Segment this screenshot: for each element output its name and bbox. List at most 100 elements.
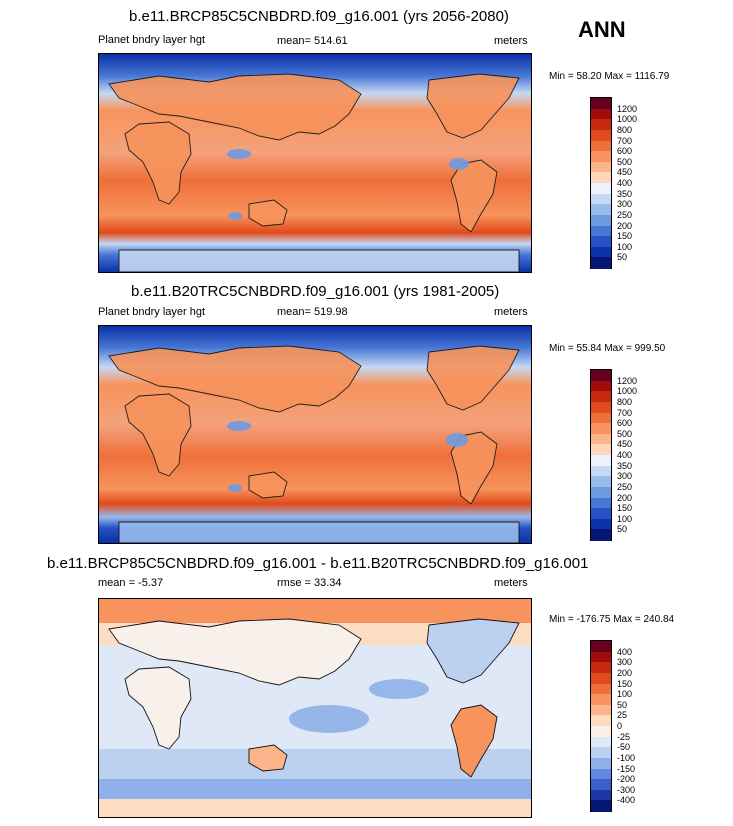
colorbar-box bbox=[591, 779, 611, 791]
panel2-mean-label: mean= 519.98 bbox=[277, 306, 348, 318]
colorbar-label: 350 bbox=[617, 188, 633, 199]
colorbar-box bbox=[591, 486, 611, 498]
colorbar-label: 50 bbox=[617, 524, 628, 535]
colorbar-box bbox=[591, 757, 611, 769]
colorbar-label: 1000 bbox=[617, 386, 638, 397]
colorbar-box bbox=[591, 455, 611, 467]
panel2-variable-label: Planet bndry layer hgt bbox=[98, 306, 206, 318]
colorbar-label: 700 bbox=[617, 407, 633, 418]
colorbar-label: -150 bbox=[617, 763, 636, 774]
colorbar-label: 600 bbox=[617, 146, 633, 157]
colorbar-box bbox=[591, 214, 611, 226]
panel3-colorbar: 400 300 200 150 100 50 25 0 -25 -50 -100 -150 -200 -3… bbox=[590, 640, 635, 812]
colorbar-box bbox=[591, 412, 611, 424]
panel2-map-field bbox=[99, 326, 531, 543]
colorbar-box bbox=[591, 391, 611, 403]
colorbar-box bbox=[591, 225, 611, 237]
colorbar-label: 200 bbox=[617, 492, 633, 503]
colorbar-label: -200 bbox=[617, 774, 636, 785]
colorbar-box bbox=[591, 423, 611, 435]
colorbar-box bbox=[591, 257, 611, 269]
colorbar-label: 1000 bbox=[617, 114, 638, 125]
colorbar-label: 200 bbox=[617, 220, 633, 231]
colorbar-box bbox=[591, 662, 611, 674]
colorbar-label: 800 bbox=[617, 396, 633, 407]
colorbar-box bbox=[591, 672, 611, 684]
colorbar-label: 150 bbox=[617, 678, 633, 689]
colorbar-box bbox=[591, 768, 611, 780]
panel2-map bbox=[98, 325, 532, 544]
season-label: ANN bbox=[578, 17, 626, 42]
colorbar-label: 250 bbox=[617, 209, 633, 220]
colorbar-label: 200 bbox=[617, 667, 633, 678]
colorbar-label: 1200 bbox=[617, 103, 638, 114]
colorbar-box bbox=[591, 747, 611, 759]
colorbar-label: -400 bbox=[617, 795, 636, 806]
colorbar-box bbox=[591, 529, 611, 541]
colorbar-label: 400 bbox=[617, 178, 633, 188]
colorbar-box bbox=[591, 108, 611, 120]
colorbar-label: 50 bbox=[617, 252, 628, 263]
panel1-title: b.e11.BRCP85C5CNBDRD.f09_g16.001 (yrs 20… bbox=[129, 8, 509, 25]
panel1-colorbar: 1200 1000 800 700 600 500 450 400 350 300 250 200 15… bbox=[590, 97, 637, 269]
panel3-map bbox=[98, 598, 532, 818]
colorbar-label: 0 bbox=[617, 721, 623, 731]
colorbar-label: 100 bbox=[617, 241, 633, 252]
panel2-colorbar: 1200 1000 800 700 600 500 450 400 350 300 250 200 15… bbox=[590, 369, 637, 541]
panel1-units-label: meters bbox=[494, 35, 528, 47]
colorbar-label: -100 bbox=[617, 752, 636, 763]
colorbar-label: 400 bbox=[617, 450, 633, 460]
colorbar-box bbox=[591, 715, 611, 727]
colorbar-label: 100 bbox=[617, 689, 633, 700]
colorbar-label: 150 bbox=[617, 231, 633, 242]
colorbar-label: 250 bbox=[617, 481, 633, 492]
colorbar-label: 1200 bbox=[617, 375, 638, 386]
colorbar-box bbox=[591, 444, 611, 456]
colorbar-label: 450 bbox=[617, 439, 633, 450]
panel3-title: b.e11.BRCP85C5CNBDRD.f09_g16.001 - b.e11… bbox=[47, 555, 589, 572]
colorbar-box bbox=[591, 789, 611, 801]
colorbar-label: 800 bbox=[617, 124, 633, 135]
colorbar-box bbox=[591, 380, 611, 392]
colorbar-box bbox=[591, 518, 611, 530]
colorbar-box bbox=[591, 704, 611, 716]
colorbar-label: 500 bbox=[617, 156, 633, 167]
colorbar-label: 500 bbox=[617, 428, 633, 439]
panel3-map-field bbox=[99, 599, 531, 817]
colorbar-box bbox=[591, 683, 611, 695]
colorbar-box bbox=[591, 508, 611, 520]
colorbar-box bbox=[591, 172, 611, 184]
colorbar-label: -50 bbox=[617, 742, 631, 753]
colorbar-label: 400 bbox=[617, 646, 633, 657]
colorbar-label: 600 bbox=[617, 418, 633, 429]
panel2-title: b.e11.B20TRC5CNBDRD.f09_g16.001 (yrs 198… bbox=[131, 283, 500, 300]
colorbar-box bbox=[591, 193, 611, 205]
colorbar-label: 700 bbox=[617, 135, 633, 146]
colorbar-label: -25 bbox=[617, 731, 631, 742]
colorbar-label: 50 bbox=[617, 699, 628, 710]
colorbar-box bbox=[591, 433, 611, 445]
panel1-minmax: Min = 58.20 Max = 1116.79 bbox=[549, 71, 670, 82]
panel1-variable-label: Planet bndry layer hgt bbox=[98, 34, 206, 46]
colorbar-box bbox=[591, 800, 611, 812]
colorbar-box bbox=[591, 726, 611, 738]
colorbar-label: 300 bbox=[617, 657, 633, 668]
colorbar-box bbox=[591, 129, 611, 141]
colorbar-label: -300 bbox=[617, 784, 636, 795]
colorbar-label: 350 bbox=[617, 460, 633, 471]
panel1-map-field bbox=[99, 54, 531, 272]
colorbar-box bbox=[591, 183, 611, 195]
panel1-mean-label: mean= 514.61 bbox=[277, 35, 348, 47]
colorbar-label: 300 bbox=[617, 471, 633, 482]
colorbar-box bbox=[591, 140, 611, 152]
colorbar-box bbox=[591, 401, 611, 413]
colorbar-box bbox=[591, 651, 611, 663]
colorbar-label: 450 bbox=[617, 167, 633, 178]
colorbar-box bbox=[591, 236, 611, 248]
colorbar-box bbox=[591, 370, 611, 382]
panel3-units-label: meters bbox=[494, 577, 528, 589]
colorbar-box bbox=[591, 497, 611, 509]
colorbar-box bbox=[591, 119, 611, 131]
panel2-minmax: Min = 55.84 Max = 999.50 bbox=[549, 343, 666, 354]
colorbar-label: 25 bbox=[617, 710, 628, 721]
